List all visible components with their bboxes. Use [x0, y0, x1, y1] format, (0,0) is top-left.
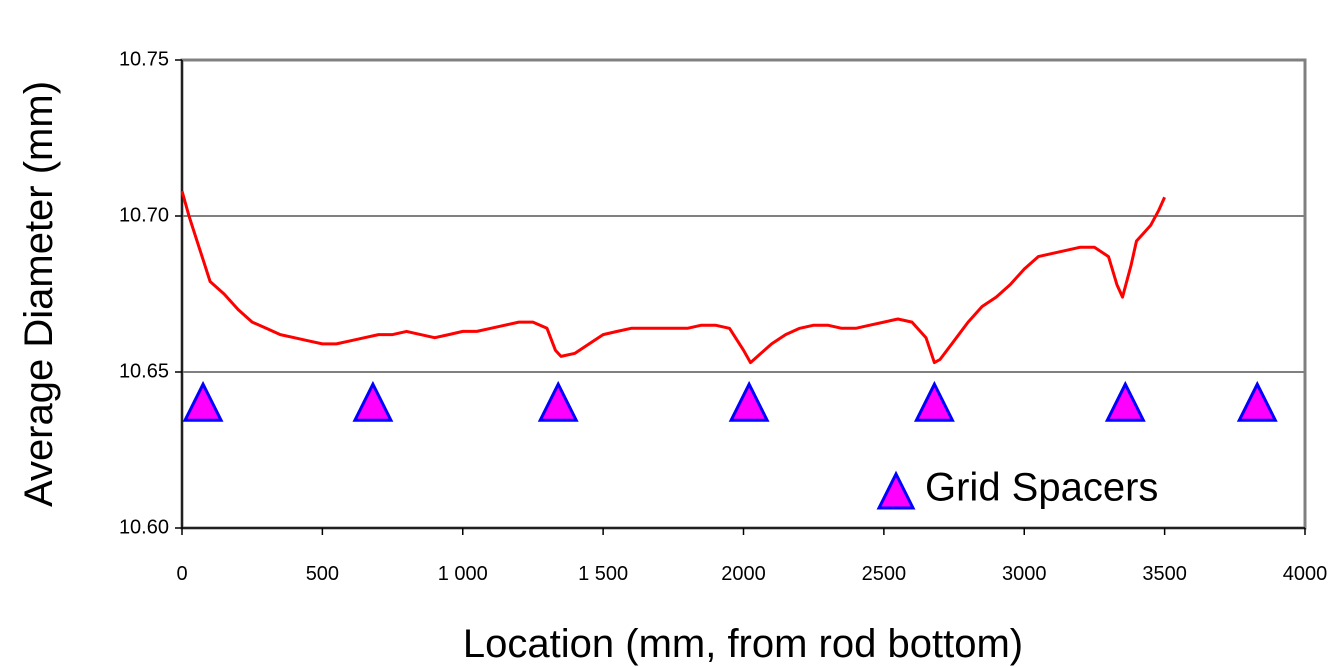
legend-marker [876, 470, 916, 510]
y-tick-label: 10.75 [119, 48, 169, 70]
grid-spacer-marker [728, 380, 770, 422]
y-axis-title: Average Diameter (mm) [17, 81, 61, 507]
x-tick-label: 3500 [1142, 563, 1187, 585]
grid-spacer-marker [913, 380, 955, 422]
grid-spacer-marker [1104, 380, 1146, 422]
y-tick-label: 10.65 [119, 360, 169, 382]
x-tick-label: 2000 [721, 563, 766, 585]
x-tick-label: 3000 [1002, 563, 1047, 585]
x-axis-title: Location (mm, from rod bottom) [463, 622, 1023, 666]
x-tick-label: 4000 [1283, 563, 1328, 585]
grid-lines [182, 215, 1305, 373]
y-tick-label: 10.60 [119, 516, 169, 538]
y-tick-label: 10.70 [119, 204, 169, 226]
x-tick-label: 1 500 [578, 563, 628, 585]
series-layer [180, 190, 1166, 365]
x-tick-label: 0 [176, 563, 187, 585]
diameter-series-line [180, 190, 1166, 365]
grid-spacer-marker [537, 380, 579, 422]
legend: Grid Spacers [876, 466, 1158, 510]
grid-spacer-marker [352, 380, 394, 422]
grid-spacer-marker [182, 380, 224, 422]
axis-ticks: 10.60 10.65 10.70 10.75 0 500 1 000 1 500 2000 25… [119, 48, 1327, 585]
x-tick-label: 500 [306, 563, 339, 585]
legend-label: Grid Spacers [925, 466, 1158, 510]
grid-spacer-markers [182, 380, 1278, 422]
grid-spacer-marker [1236, 380, 1278, 422]
x-tick-label: 1 000 [438, 563, 488, 585]
plot-area-frame [180, 58, 1307, 530]
x-tick-label: 2500 [862, 563, 907, 585]
